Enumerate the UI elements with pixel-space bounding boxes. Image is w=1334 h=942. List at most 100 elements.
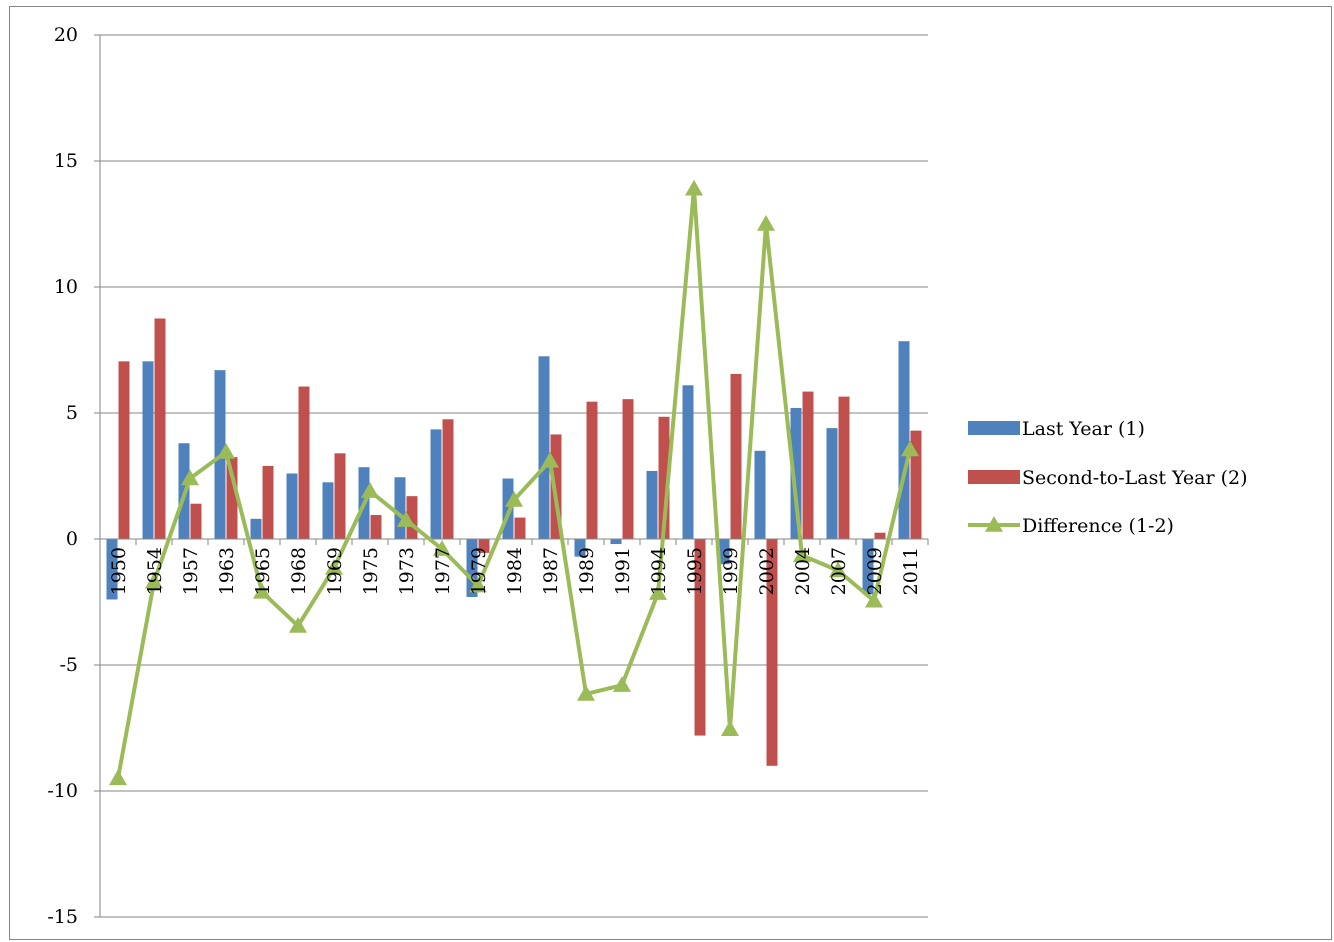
bar-last-year — [682, 385, 694, 539]
x-tick-label: 1975 — [360, 547, 382, 595]
bar-second-to-last-year — [622, 399, 634, 539]
x-tick-label: 2009 — [864, 547, 886, 595]
bar-last-year — [322, 482, 334, 539]
bar-last-year — [718, 539, 730, 565]
x-tick-label: 2004 — [792, 547, 814, 595]
x-tick-label: 1954 — [144, 547, 166, 595]
difference-marker — [649, 584, 667, 600]
y-tick-label: -10 — [47, 780, 78, 802]
legend-swatch — [968, 421, 1020, 435]
bar-second-to-last-year — [694, 539, 706, 736]
difference-marker — [325, 558, 343, 575]
bar-last-year — [574, 539, 586, 557]
y-tick-label: -15 — [47, 906, 78, 928]
difference-marker — [253, 582, 271, 599]
x-tick-label: 1989 — [576, 547, 598, 595]
bar-last-year — [106, 539, 118, 600]
difference-marker — [757, 215, 775, 231]
x-tick-label: 1973 — [396, 547, 418, 595]
x-tick-label: 2002 — [756, 547, 778, 595]
legend-label: Second-to-Last Year (2) — [1022, 467, 1248, 489]
bar-second-to-last-year — [226, 457, 238, 539]
difference-marker — [289, 616, 307, 633]
bar-second-to-last-year — [514, 517, 526, 539]
difference-marker — [361, 482, 379, 498]
difference-marker — [901, 440, 919, 457]
x-tick-label: 1987 — [540, 547, 562, 595]
bar-last-year — [286, 473, 298, 539]
difference-marker — [793, 546, 811, 563]
y-tick-label: 15 — [54, 150, 78, 172]
difference-marker — [217, 443, 235, 459]
x-tick-label: 2011 — [900, 547, 922, 595]
difference-marker — [865, 591, 883, 608]
difference-marker — [721, 720, 739, 737]
x-tick-label: 1994 — [648, 547, 670, 595]
y-tick-label: 10 — [54, 276, 78, 298]
bar-second-to-last-year — [658, 416, 670, 539]
chart-frame — [9, 6, 1332, 940]
legend-marker — [985, 516, 1003, 532]
bar-second-to-last-year — [334, 453, 346, 539]
x-tick-label: 1979 — [468, 547, 490, 595]
bar-last-year — [826, 428, 838, 539]
bar-last-year — [862, 539, 874, 595]
difference-marker — [541, 451, 559, 468]
bar-last-year — [250, 518, 262, 539]
difference-marker — [469, 576, 487, 593]
legend-label: Difference (1-2) — [1022, 515, 1174, 537]
bar-second-to-last-year — [730, 373, 742, 539]
bar-second-to-last-year — [298, 386, 310, 539]
difference-marker — [109, 769, 127, 786]
bar-second-to-last-year — [766, 539, 778, 766]
difference-marker — [685, 179, 703, 196]
difference-marker — [577, 684, 595, 701]
x-tick-label: 1999 — [720, 547, 742, 595]
y-tick-label: 20 — [54, 24, 78, 46]
legend-label: Last Year (1) — [1022, 418, 1145, 440]
y-tick-label: 0 — [66, 528, 78, 550]
bar-last-year — [466, 539, 478, 597]
bar-second-to-last-year — [802, 391, 814, 539]
x-tick-label: 1968 — [288, 547, 310, 595]
legend-swatch — [968, 470, 1020, 484]
bar-second-to-last-year — [262, 465, 274, 539]
bar-last-year — [502, 478, 514, 539]
bar-second-to-last-year — [154, 318, 166, 539]
bar-last-year — [898, 341, 910, 539]
bar-last-year — [790, 407, 802, 539]
bar-last-year — [610, 539, 622, 545]
y-tick-label: 5 — [66, 402, 78, 424]
difference-marker — [505, 490, 523, 507]
bar-second-to-last-year — [406, 496, 418, 539]
bar-last-year — [142, 361, 154, 539]
x-tick-label: 1963 — [216, 547, 238, 595]
bar-second-to-last-year — [118, 361, 130, 539]
bar-last-year — [754, 450, 766, 539]
bar-second-to-last-year — [190, 503, 202, 539]
bar-second-to-last-year — [874, 532, 886, 539]
difference-marker — [613, 676, 631, 692]
x-tick-label: 1991 — [612, 547, 634, 595]
y-tick-label: -5 — [59, 654, 78, 676]
difference-marker — [397, 511, 415, 527]
x-tick-label: 1969 — [324, 547, 346, 595]
bar-second-to-last-year — [370, 515, 382, 539]
difference-marker — [829, 561, 847, 578]
bar-second-to-last-year — [442, 419, 454, 539]
bar-second-to-last-year — [910, 430, 922, 539]
x-tick-label: 2007 — [828, 547, 850, 595]
difference-marker — [145, 572, 163, 589]
bar-second-to-last-year — [478, 539, 490, 553]
bar-last-year — [538, 356, 550, 539]
x-tick-label: 1965 — [252, 547, 274, 595]
x-tick-label: 1977 — [432, 547, 454, 595]
x-tick-label: 1950 — [108, 547, 130, 595]
bar-last-year — [646, 470, 658, 539]
difference-marker — [181, 469, 199, 486]
bar-second-to-last-year — [586, 401, 598, 539]
x-tick-label: 1957 — [180, 547, 202, 595]
x-tick-label: 1995 — [684, 547, 706, 595]
x-tick-label: 1984 — [504, 547, 526, 595]
